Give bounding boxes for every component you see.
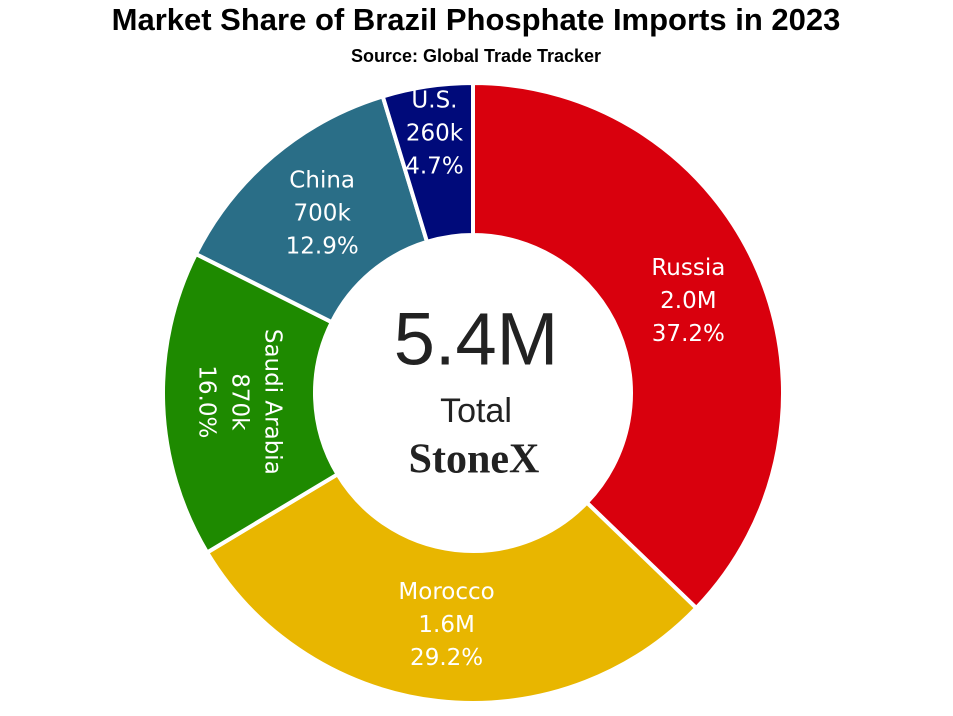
category-label: Russia — [651, 255, 725, 281]
amount-label: 1.6M — [418, 612, 474, 638]
amount-label: 700k — [294, 201, 352, 227]
total-caption: Total — [440, 392, 512, 430]
slice-label: China 700k 12.9% — [286, 168, 359, 260]
slice — [380, 80, 475, 245]
slice-label: Russia 2.0M 37.2% — [651, 255, 725, 347]
labels: Russia 2.0M 37.2% Morocco 1.6M 29.2% Saudi Ara… — [194, 87, 726, 671]
value-label: 16.0% — [194, 365, 220, 438]
value-label: 29.2% — [410, 645, 483, 671]
amount-label: 2.0M — [660, 288, 716, 314]
value-label: 37.2% — [652, 321, 725, 347]
amount-label: 260k — [406, 120, 464, 146]
category-label: Saudi Arabia — [260, 329, 286, 475]
category-label: U.S. — [411, 87, 457, 113]
donut — [161, 80, 785, 705]
chart-subtitle: Source: Global Trade Tracker — [351, 46, 601, 66]
slice — [193, 93, 430, 325]
chart-title: Market Share of Brazil Phosphate Imports… — [112, 2, 841, 37]
slice — [204, 471, 700, 705]
slice-label: U.S. 260k 4.7% — [405, 87, 464, 179]
slice-label: Saudi Arabia 870k 16.0% — [194, 329, 286, 475]
slice — [471, 80, 785, 611]
value-label: 4.7% — [405, 153, 463, 179]
category-label: China — [289, 168, 355, 194]
category-label: Morocco — [398, 579, 494, 605]
slice — [161, 251, 341, 556]
amount-label: 870k — [227, 373, 253, 431]
total-value: 5.4M — [394, 298, 559, 381]
slice-label: Morocco 1.6M 29.2% — [398, 579, 494, 671]
logo: StoneX — [409, 437, 540, 483]
value-label: 12.9% — [286, 234, 359, 260]
